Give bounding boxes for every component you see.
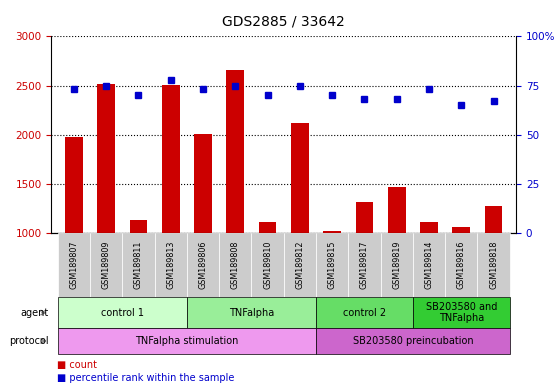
Text: GSM189819: GSM189819 — [392, 241, 401, 289]
Text: GSM189814: GSM189814 — [425, 241, 434, 289]
Text: ■ count: ■ count — [57, 359, 97, 369]
Bar — [453, 227, 470, 233]
Bar — [97, 84, 115, 233]
Bar — [291, 123, 309, 233]
Bar — [65, 137, 83, 233]
Text: SB203580 preincubation: SB203580 preincubation — [353, 336, 473, 346]
Text: protocol: protocol — [9, 336, 49, 346]
Text: GSM189815: GSM189815 — [328, 241, 336, 289]
Bar — [420, 222, 438, 233]
Bar — [194, 134, 212, 233]
Bar — [227, 70, 244, 233]
Bar — [129, 220, 147, 233]
Bar — [162, 84, 180, 233]
Text: ■ percentile rank within the sample: ■ percentile rank within the sample — [57, 373, 234, 383]
Text: GSM189806: GSM189806 — [199, 241, 208, 289]
Text: GSM189812: GSM189812 — [295, 241, 304, 289]
Bar — [323, 231, 341, 233]
Text: GSM189808: GSM189808 — [231, 241, 240, 289]
Text: control 2: control 2 — [343, 308, 386, 318]
Text: control 1: control 1 — [101, 308, 144, 318]
Bar — [259, 222, 276, 233]
Bar — [355, 202, 373, 233]
Text: TNFalpha: TNFalpha — [229, 308, 274, 318]
Text: GSM189809: GSM189809 — [102, 241, 110, 289]
Text: GSM189811: GSM189811 — [134, 241, 143, 289]
Text: SB203580 and
TNFalpha: SB203580 and TNFalpha — [426, 302, 497, 323]
Text: GDS2885 / 33642: GDS2885 / 33642 — [223, 15, 345, 29]
Text: GSM189817: GSM189817 — [360, 241, 369, 289]
Text: GSM189810: GSM189810 — [263, 241, 272, 289]
Bar — [388, 187, 406, 233]
Bar — [485, 206, 502, 233]
Text: TNFalpha stimulation: TNFalpha stimulation — [135, 336, 239, 346]
Text: GSM189818: GSM189818 — [489, 241, 498, 289]
Text: GSM189807: GSM189807 — [69, 241, 79, 289]
Text: GSM189813: GSM189813 — [166, 241, 175, 289]
Text: agent: agent — [20, 308, 49, 318]
Text: GSM189816: GSM189816 — [457, 241, 466, 289]
